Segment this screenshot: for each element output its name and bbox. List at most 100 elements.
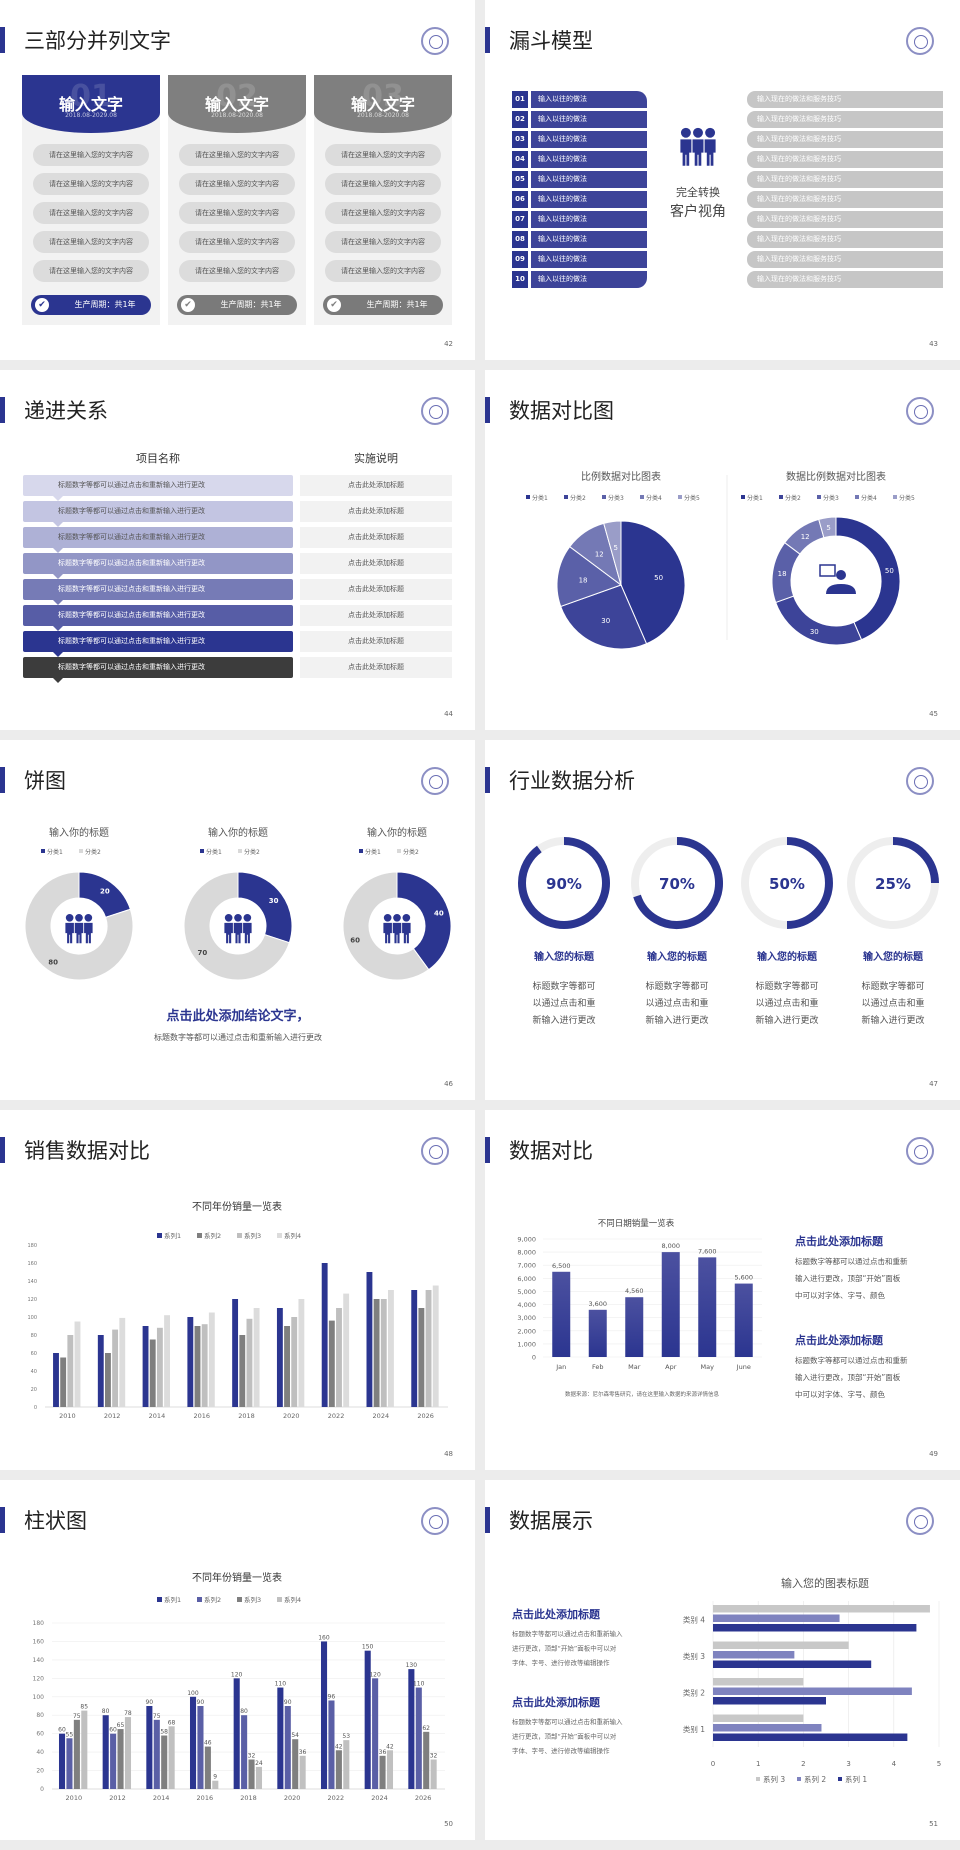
page-number: 50 [444,1820,453,1828]
progression-step: 标题数字等都可以通过点击和重新输入进行更改 [23,631,293,657]
legend-swatch [200,849,204,853]
past-practice-item: 输入以往的做法 [531,131,647,148]
check-circle-icon: ✔ [35,298,49,312]
current-practice-item: 输入现在的做法和服务技巧 [747,271,943,288]
slide-title: 饼图 [24,769,66,793]
legend-swatch [526,495,530,499]
slice-label: 50 [885,567,894,575]
bar [105,1353,111,1407]
data-label: 9 [213,1774,217,1781]
x-tick-label: 2022 [328,1794,345,1802]
y-tick-label: 80 [36,1712,44,1719]
legend-swatch [197,1233,202,1238]
page-number: 42 [444,340,453,348]
bar [366,1272,373,1407]
card-item: 请在这里输入您的文字内容 [325,144,441,166]
progress-value: 25% [875,875,911,893]
bar [432,1285,439,1407]
chart-title: 不同年份销量一览表 [192,1571,282,1584]
legend-label: 分类1 [47,848,63,856]
bar [411,1290,418,1407]
slice-label: 40 [434,909,444,917]
current-practice-item: 输入现在的做法和服务技巧 [747,231,943,248]
bar [734,1283,753,1357]
past-practice-item: 输入以往的做法 [531,171,647,188]
card-item: 请在这里输入您的文字内容 [179,260,295,282]
person-body [402,922,411,944]
legend-swatch [678,495,682,499]
legend-swatch [817,495,821,499]
bar [246,1318,253,1407]
bar [372,1678,379,1789]
legend-label: 分类1 [747,494,763,502]
chart-title: 输入您的图表标题 [781,1576,869,1590]
data-label: 130 [406,1662,418,1669]
bar [146,1706,153,1789]
data-label: 75 [153,1713,161,1720]
block-body: 标题数字等都可以通过点击和重新输入 [512,1629,623,1638]
y-tick-label: 80 [31,1333,37,1339]
card-item: 请在这里输入您的文字内容 [325,202,441,224]
bar [292,1739,299,1789]
progression-step: 标题数字等都可以通过点击和重新输入进行更改 [23,657,293,683]
x-tick-label: 2020 [283,1412,300,1420]
pie-slice [835,516,901,641]
x-tick-label: 3 [846,1760,850,1768]
bar [387,1290,394,1407]
page-number: 46 [444,1080,453,1088]
x-tick-label: 2010 [59,1412,76,1420]
legend-swatch [197,1597,202,1602]
bar [713,1733,908,1741]
pie-slice [818,516,837,539]
card-item: 请在这里输入您的文字内容 [325,231,441,253]
step-note: 点击此处添加标题 [300,579,452,600]
legend-label: 分类2 [570,494,586,502]
legend-swatch [237,1233,242,1238]
bar [380,1299,387,1407]
slice-label: 5 [614,544,618,552]
progress-value: 70% [659,875,695,893]
legend-swatch [277,1597,282,1602]
pie-slice [603,520,622,586]
progression-step: 标题数字等都可以通过点击和重新输入进行更改 [23,527,293,553]
progression-step: 标题数字等都可以通过点击和重新输入进行更改 [23,579,293,605]
legend-label: 系列 2 [804,1774,826,1784]
center-line-1: 完全转换 [676,185,720,199]
step-number: 04 [512,151,528,168]
bar [60,1357,67,1407]
logo-emblem [421,397,449,425]
legend-swatch [238,849,242,853]
x-tick-label: 2026 [417,1412,434,1420]
person-body [74,922,84,944]
card-item: 请在这里输入您的文字内容 [33,231,149,253]
data-label: 78 [124,1710,132,1717]
card-item: 请在这里输入您的文字内容 [325,260,441,282]
team-icon [65,913,93,944]
x-tick-label: 2012 [104,1412,121,1420]
data-label: 32 [430,1752,438,1759]
y-tick-label: 60 [36,1731,44,1738]
card-header: 01 输入文字 2018.08-2029.08 [22,75,160,133]
data-label: 65 [117,1722,125,1729]
legend-swatch [41,849,45,853]
slice-label: 60 [350,937,360,945]
customer-service-icon [819,564,856,594]
y-tick-label: 20 [31,1387,37,1393]
slide-49: 数据对比 49 不同日期销量一览表 0 1,000 2,000 3,000 4,000 5,00… [485,1110,960,1470]
column-card: 02 输入文字 2018.08-2020.08 请在这里输入您的文字内容 请在这里输入您… [168,75,306,325]
logo-emblem [906,1137,934,1165]
data-label: 8,000 [661,1242,680,1250]
x-tick-label: 2026 [415,1794,432,1802]
bar [343,1293,350,1407]
bar [117,1729,124,1789]
legend-swatch [797,1777,801,1781]
bar [713,1660,872,1668]
bar [73,1719,80,1789]
slide-51: 数据展示 51 点击此处添加标题 标题数字等都可以通过点击和重新输入 进行更改，顶部“开… [485,1480,960,1840]
bar [425,1290,432,1407]
team-icon [224,913,252,944]
legend-swatch [779,495,783,499]
bar [418,1308,425,1407]
pie-slice [396,871,452,971]
step-number: 03 [512,131,528,148]
